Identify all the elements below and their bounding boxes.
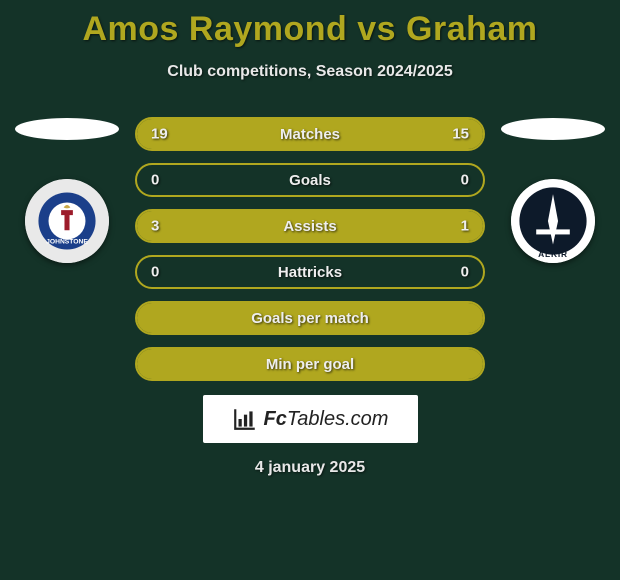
stat-right-value: 1 bbox=[461, 218, 469, 235]
stat-row: 3 1 Assists bbox=[135, 209, 485, 243]
stat-label: Matches bbox=[280, 126, 340, 143]
svg-text:ALKIR: ALKIR bbox=[538, 249, 568, 259]
brand-text: FcTables.com bbox=[264, 408, 389, 431]
stat-right-value: 0 bbox=[461, 172, 469, 189]
stat-label: Goals per match bbox=[251, 310, 369, 327]
brand-logo[interactable]: FcTables.com bbox=[203, 395, 418, 443]
stat-label: Hattricks bbox=[278, 264, 342, 281]
stat-label: Goals bbox=[289, 172, 331, 189]
right-club-crest: ALKIR bbox=[511, 179, 595, 263]
stat-row: 0 0 Hattricks bbox=[135, 255, 485, 289]
right-player-column: ALKIR bbox=[503, 117, 603, 263]
stat-left-value: 3 bbox=[151, 218, 159, 235]
crest-icon: JOHNSTONE bbox=[25, 179, 109, 263]
stat-row: 19 15 Matches bbox=[135, 117, 485, 151]
stat-row: Min per goal bbox=[135, 347, 485, 381]
stat-left-value: 0 bbox=[151, 172, 159, 189]
stat-bars: 19 15 Matches 0 0 Goals 3 1 Assists 0 0 Hattricks Go… bbox=[135, 117, 485, 381]
stat-right-value: 0 bbox=[461, 264, 469, 281]
comparison-date: 4 january 2025 bbox=[0, 459, 620, 477]
stat-right-value: 15 bbox=[452, 126, 469, 143]
page-title: Amos Raymond vs Graham bbox=[0, 0, 620, 49]
stat-row: 0 0 Goals bbox=[135, 163, 485, 197]
subtitle: Club competitions, Season 2024/2025 bbox=[0, 63, 620, 81]
stat-left-value: 0 bbox=[151, 264, 159, 281]
left-player-column: JOHNSTONE bbox=[17, 117, 117, 263]
stat-label: Min per goal bbox=[266, 356, 354, 373]
player-silhouette-ellipse bbox=[498, 117, 608, 141]
crest-icon: ALKIR bbox=[511, 179, 595, 263]
svg-text:JOHNSTONE: JOHNSTONE bbox=[46, 239, 88, 246]
player-silhouette-ellipse bbox=[12, 117, 122, 141]
comparison-panel: JOHNSTONE 19 15 Matches 0 0 Goals 3 1 Assists 0 0 H… bbox=[0, 117, 620, 381]
stat-row: Goals per match bbox=[135, 301, 485, 335]
bar-chart-icon bbox=[232, 406, 258, 432]
stat-left-value: 19 bbox=[151, 126, 168, 143]
left-club-crest: JOHNSTONE bbox=[25, 179, 109, 263]
stat-label: Assists bbox=[283, 218, 336, 235]
